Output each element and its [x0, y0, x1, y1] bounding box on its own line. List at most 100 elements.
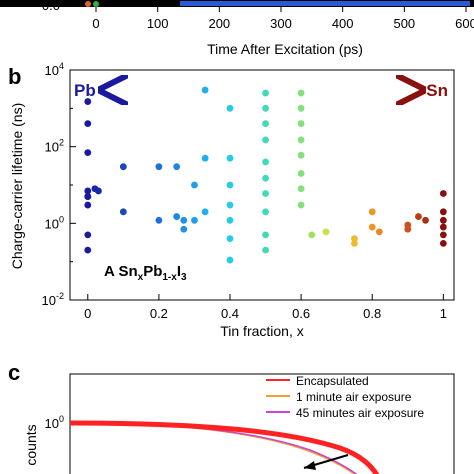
data-point [84, 246, 92, 254]
data-point [226, 154, 234, 162]
panel-a-x-tick-label: 200 [208, 16, 230, 31]
data-point [439, 223, 447, 231]
data-point [226, 216, 234, 224]
data-point [262, 104, 269, 112]
data-point [201, 208, 209, 216]
data-point [180, 216, 188, 224]
data-point [262, 231, 269, 239]
y-tick-label: 102 [45, 138, 64, 155]
data-point [262, 120, 269, 127]
data-point [322, 228, 330, 236]
data-point [95, 187, 102, 195]
y-tick-label: 100 [45, 214, 64, 231]
data-point [226, 256, 234, 264]
data-point [84, 149, 92, 157]
data-point [173, 213, 181, 220]
data-point [297, 89, 305, 97]
data-point [201, 86, 209, 94]
data-point [439, 190, 447, 197]
annotation-arrow-head [304, 461, 316, 470]
legend-encapsulated: Encapsulated [296, 374, 369, 388]
x-axis-label: Tin fraction, x [220, 323, 304, 339]
data-point [155, 163, 163, 171]
data-point [262, 246, 269, 254]
data-point [351, 239, 358, 247]
data-point [226, 104, 234, 112]
legend-45-minutes: 45 minutes air exposure [296, 406, 424, 420]
data-point [439, 216, 447, 224]
data-point [308, 231, 316, 239]
data-point [439, 239, 447, 247]
x-tick-label: 0.2 [150, 306, 168, 321]
panel-c-label: c [8, 360, 20, 385]
data-point [422, 216, 429, 224]
panel-a-trace-blue [180, 1, 470, 6]
data-point [297, 170, 305, 177]
data-point [297, 104, 305, 112]
curve-encapsulated [69, 420, 380, 474]
data-point [191, 216, 198, 224]
data-point [351, 235, 358, 242]
data-point [297, 151, 305, 159]
y-axis-label: Charge-carrier lifetime (ns) [9, 103, 25, 269]
panel-a-marker-green [93, 1, 99, 7]
x-tick-label: 1 [440, 306, 447, 321]
data-point [84, 120, 92, 127]
data-point [226, 235, 234, 242]
data-point [84, 201, 92, 209]
x-tick-label: 0.8 [363, 306, 381, 321]
panel-b: b Pb Sn 10-2 100 102 104 0 0.2 0.4 0.6 0.8 1 [8, 61, 455, 339]
data-point [404, 225, 412, 233]
data-point [262, 174, 269, 182]
data-point [439, 208, 447, 216]
data-point [297, 120, 305, 127]
panel-a-x-ticks: 0 100 200 300 400 500 600 [92, 7, 474, 31]
x-tick-label: 0.4 [221, 306, 239, 321]
data-point [262, 190, 269, 197]
x-axis-ticks: 0 0.2 0.4 0.6 0.8 1 [84, 294, 447, 321]
plot-frame [69, 69, 455, 301]
data-point [226, 201, 234, 209]
panel-a: 0.0 0 100 200 300 400 500 600 Time After Excit… [0, 0, 474, 57]
pb-label: Pb [74, 81, 96, 100]
formula-label: A SnxPb1-xI3 [104, 263, 187, 283]
panel-a-x-tick-label: 100 [147, 16, 169, 31]
data-point [201, 154, 209, 162]
panel-a-x-tick-label: 400 [332, 16, 354, 31]
data-point [262, 136, 269, 144]
data-point [226, 181, 234, 189]
panel-c: c 100 counts Encapsulated 1 minute air e… [8, 360, 455, 474]
panel-c-y-axis-label: counts [23, 424, 39, 465]
panel-c-y-tick-label: 100 [45, 414, 64, 431]
data-point [191, 181, 198, 189]
panel-a-x-tick-label: 0 [92, 16, 99, 31]
data-point [119, 163, 127, 171]
legend: Encapsulated 1 minute air exposure 45 mi… [266, 374, 424, 420]
panel-a-x-tick-label: 600 [455, 16, 474, 31]
data-point [119, 208, 127, 216]
data-point [297, 136, 305, 144]
data-point [297, 185, 305, 193]
legend-1-minute: 1 minute air exposure [296, 390, 412, 404]
data-point [155, 216, 163, 224]
x-tick-label: 0.6 [292, 306, 310, 321]
x-tick-label: 0 [84, 306, 91, 321]
y-tick-label: 10-2 [42, 291, 64, 308]
data-point [368, 208, 376, 216]
data-point [297, 201, 305, 209]
y-tick-label: 104 [45, 61, 64, 78]
data-points [84, 86, 447, 264]
panel-b-label: b [8, 64, 21, 89]
panel-a-marker-orange [85, 1, 91, 7]
panel-a-x-tick-label: 300 [270, 16, 292, 31]
sn-label: Sn [426, 81, 448, 100]
panel-a-x-axis-label: Time After Excitation (ps) [207, 41, 363, 57]
y-axis-ticks: 10-2 100 102 104 [42, 61, 76, 308]
data-point [84, 193, 92, 200]
data-point [262, 208, 269, 216]
data-point [439, 231, 447, 239]
data-point [84, 98, 92, 105]
data-point [368, 223, 376, 231]
data-point [262, 89, 269, 97]
panel-a-x-tick-label: 500 [393, 16, 415, 31]
